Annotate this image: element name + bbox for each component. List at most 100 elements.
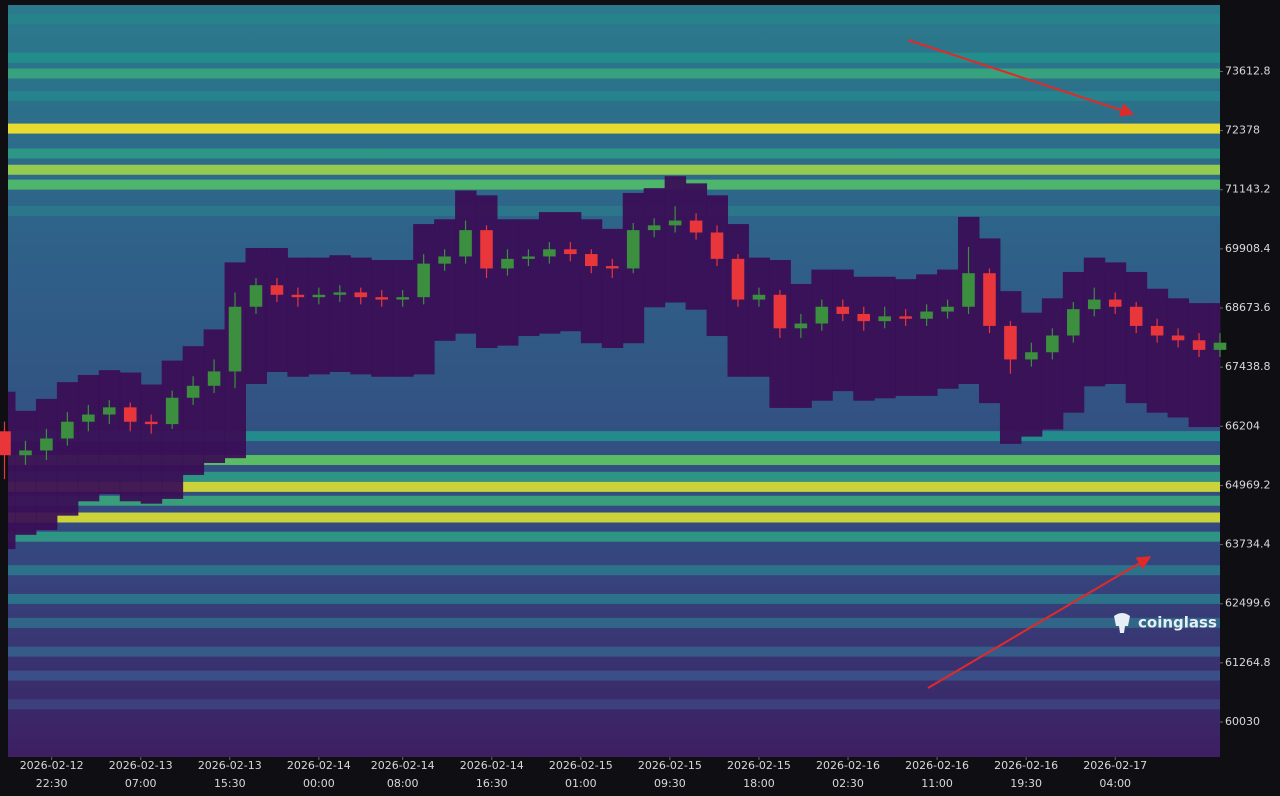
liquidated-zone	[1083, 257, 1106, 387]
liquidated-zone	[643, 188, 666, 308]
liquidated-zone	[790, 283, 812, 408]
liquidated-zone	[832, 269, 854, 392]
candle-body	[249, 285, 263, 307]
liquidated-zone	[308, 257, 330, 375]
y-tick-label: 68673.6	[1225, 301, 1271, 314]
candle-body	[626, 230, 640, 269]
liquidated-zone	[1125, 271, 1148, 404]
candle-body	[1025, 352, 1038, 360]
liquidated-zone	[182, 346, 205, 475]
x-tick-label: 2026-02-15 18:00	[727, 759, 791, 790]
candle-body	[983, 273, 996, 326]
candle-body	[1067, 309, 1080, 336]
candle-body	[857, 313, 871, 322]
candle-body	[354, 292, 368, 298]
liquidated-zone	[329, 255, 351, 372]
x-tick-label: 2026-02-14 00:00	[287, 759, 351, 790]
x-tick-label: 2026-02-13 07:00	[109, 759, 173, 790]
liquidated-zone	[580, 219, 603, 344]
liquidated-zone	[287, 257, 309, 377]
x-tick-label: 2026-02-16 19:30	[994, 759, 1058, 790]
candle-body	[375, 297, 389, 300]
candle-body	[123, 407, 137, 422]
candle-body	[647, 225, 661, 231]
candle-body	[1129, 306, 1143, 326]
candle-body	[836, 306, 850, 314]
liquidated-zone	[1104, 262, 1127, 384]
candle-body	[815, 306, 829, 324]
liquidated-zone	[8, 391, 16, 550]
y-tick-label: 62499.6	[1225, 597, 1271, 610]
x-tick-label: 2026-02-15 01:00	[549, 759, 613, 790]
liquidated-zone	[77, 374, 100, 502]
liquidated-zone	[601, 228, 624, 349]
candle-body	[19, 450, 32, 456]
candle-body	[40, 438, 53, 451]
watermark-text: coinglass	[1138, 614, 1217, 632]
heat-band	[8, 481, 1220, 492]
y-tick-label: 64969.2	[1225, 478, 1271, 491]
heat-band	[8, 14, 1220, 25]
y-tick-label: 72378	[1225, 124, 1260, 137]
heat-band	[8, 565, 1220, 576]
candle-body	[668, 220, 682, 226]
liquidated-zone	[496, 219, 519, 346]
liquidated-zone	[203, 329, 226, 463]
candle-body	[710, 232, 724, 259]
candle-body	[1192, 340, 1206, 350]
candle-body	[459, 230, 472, 257]
liquidated-zone	[559, 212, 582, 332]
x-tick-label: 2026-02-16 02:30	[816, 759, 880, 790]
liquidated-zone	[14, 410, 37, 535]
candle-body	[878, 316, 891, 322]
liquidated-zone	[98, 370, 121, 495]
candle-body	[333, 292, 347, 295]
liquidated-zone	[1041, 298, 1064, 430]
arrow	[907, 39, 1135, 117]
liquidated-zone	[1020, 312, 1043, 437]
liquidated-zone	[56, 382, 79, 516]
candle-body	[543, 249, 556, 257]
candle-body	[501, 258, 514, 269]
liquidated-zone	[350, 257, 372, 375]
candle-body	[1004, 325, 1017, 360]
candle-body	[605, 266, 619, 269]
x-tick-label: 2026-02-12 22:30	[20, 759, 84, 790]
candle-body	[585, 254, 598, 267]
heat-band	[8, 179, 1220, 190]
candle-body	[396, 297, 409, 300]
x-tick-label: 2026-02-15 09:30	[638, 759, 702, 790]
candle-body	[522, 256, 535, 259]
y-tick-label: 61264.8	[1225, 656, 1271, 669]
heat-band	[8, 455, 1220, 466]
heat-band	[8, 148, 1220, 159]
candle-body	[941, 306, 954, 312]
candle-body	[270, 285, 284, 295]
candle-body	[291, 294, 305, 298]
heat-band	[8, 699, 1220, 710]
y-tick-label: 71143.2	[1225, 183, 1271, 196]
candle-body	[438, 256, 451, 264]
candle-body	[61, 421, 74, 439]
watermark: coinglass	[1114, 613, 1217, 633]
liquidated-zone	[392, 259, 414, 377]
liquidated-zone	[434, 219, 456, 341]
liquidated-zone	[517, 219, 540, 337]
liquidated-zone	[266, 248, 288, 372]
heat-band	[8, 471, 1220, 482]
x-tick-label: 2026-02-14 16:30	[460, 759, 524, 790]
candle-body	[1087, 299, 1101, 310]
candle-body	[752, 294, 766, 300]
liquidated-zone	[811, 269, 833, 401]
liquidated-zone	[937, 269, 959, 389]
candle-body	[144, 421, 158, 425]
candle-body	[480, 230, 493, 269]
liquidated-zone	[119, 372, 142, 502]
heat-band	[8, 512, 1220, 523]
heat-band	[8, 431, 1220, 442]
liquidated-zone	[1167, 298, 1190, 418]
candle-body	[564, 249, 577, 255]
y-tick-label: 60030	[1225, 715, 1260, 728]
heat-band	[8, 91, 1220, 102]
